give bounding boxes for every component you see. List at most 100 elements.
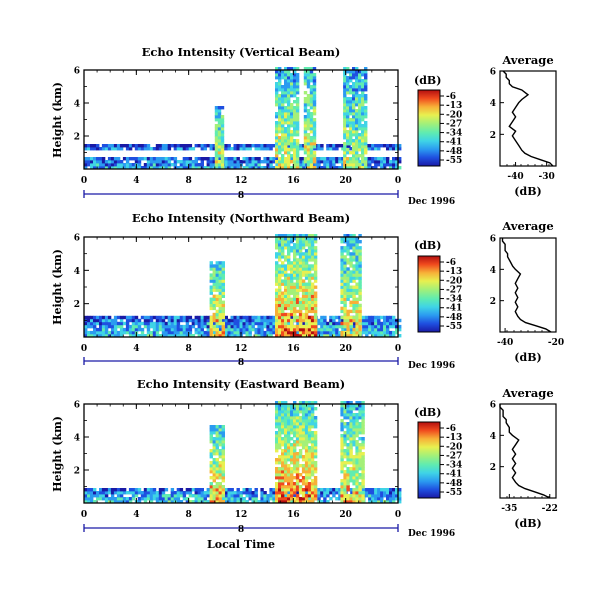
echo-cell [122,497,127,501]
echo-cell [152,147,157,151]
echo-cell [352,112,356,116]
echo-cell [309,88,314,92]
echo-cell [313,422,318,426]
echo-cell [290,318,294,323]
echo-cell [377,160,381,164]
echo-cell [217,160,222,164]
echo-cell [221,303,225,308]
echo-cell [263,324,267,329]
echo-cell [287,303,291,308]
echo-cell [269,160,273,164]
echo-heatmap [84,234,402,338]
echo-cell [298,431,303,435]
echo-cell [346,139,350,143]
echo-cell [284,240,288,244]
echo-cell [293,500,297,504]
echo-cell [352,127,356,131]
echo-cell [299,144,303,148]
echo-cell [361,476,365,480]
echo-cell [307,434,312,438]
echo-cell [152,491,157,495]
echo-cell [263,166,267,170]
echo-cell [298,464,303,468]
echo-cell [209,482,213,486]
echo-cell [355,461,359,465]
echo-cell [309,118,314,122]
echo-cell [185,144,190,148]
echo-cell [313,476,318,480]
echo-cell [298,258,303,262]
echo-cell [185,321,190,326]
echo-cell [320,157,324,161]
echo-cell [303,133,308,137]
echo-cell [164,157,169,161]
echo-cell [298,425,303,429]
echo-cell [355,258,359,262]
echo-cell [368,163,372,167]
echo-cell [313,321,318,326]
echo-cell [293,264,297,268]
echo-cell [275,103,279,107]
echo-cell [326,166,330,170]
echo-cell [301,410,306,414]
echo-cell [146,327,151,332]
echo-cell [278,300,282,304]
echo-cell [212,449,216,453]
echo-cell [290,249,294,253]
y-tick-label: 4 [74,434,80,444]
echo-cell [303,79,308,83]
echo-cell [87,315,91,320]
echo-cell [335,334,339,338]
echo-cell [260,166,264,170]
echo-cell [346,133,350,137]
echo-cell [343,279,347,283]
echo-cell [93,491,97,495]
echo-cell [143,491,148,495]
echo-cell [287,246,291,250]
echo-cell [197,500,201,504]
echo-cell [200,321,204,326]
echo-cell [284,127,288,131]
echo-cell [245,334,249,338]
echo-cell [206,166,210,170]
echo-cell [340,410,344,414]
echo-cell [295,419,300,423]
echo-cell [306,67,311,71]
echo-cell [176,147,181,151]
echo-cell [131,157,136,161]
echo-cell [298,303,303,308]
echo-cell [303,151,308,155]
echo-cell [310,500,315,504]
echo-cell [140,491,145,495]
echo-cell [358,85,362,89]
echo-cell [352,473,356,477]
echo-cell [200,166,204,170]
echo-cell [346,163,350,167]
echo-cell [287,258,291,262]
echo-cell [275,145,279,149]
echo-cell [278,79,282,83]
echo-cell [272,144,276,148]
echo-cell [307,482,312,486]
echo-cell [307,288,312,292]
echo-cell [364,166,368,170]
echo-cell [313,273,318,277]
echo-cell [281,300,285,304]
echo-cell [395,144,399,148]
echo-cell [349,255,353,259]
echo-cell [287,264,291,268]
echo-cell [374,144,378,148]
echo-cell [110,160,115,164]
colorbar-label: (dB) [414,239,441,252]
echo-cell [346,407,350,411]
x-tick-label: 8 [186,344,192,354]
echo-cell [307,440,312,444]
echo-cell [134,157,139,161]
echo-cell [346,285,350,289]
echo-cell [392,500,396,504]
echo-cell [380,500,384,504]
echo-cell [301,327,306,332]
date-label: Dec 1996 [408,197,455,207]
echo-cell [284,425,288,429]
echo-cell [392,491,396,495]
